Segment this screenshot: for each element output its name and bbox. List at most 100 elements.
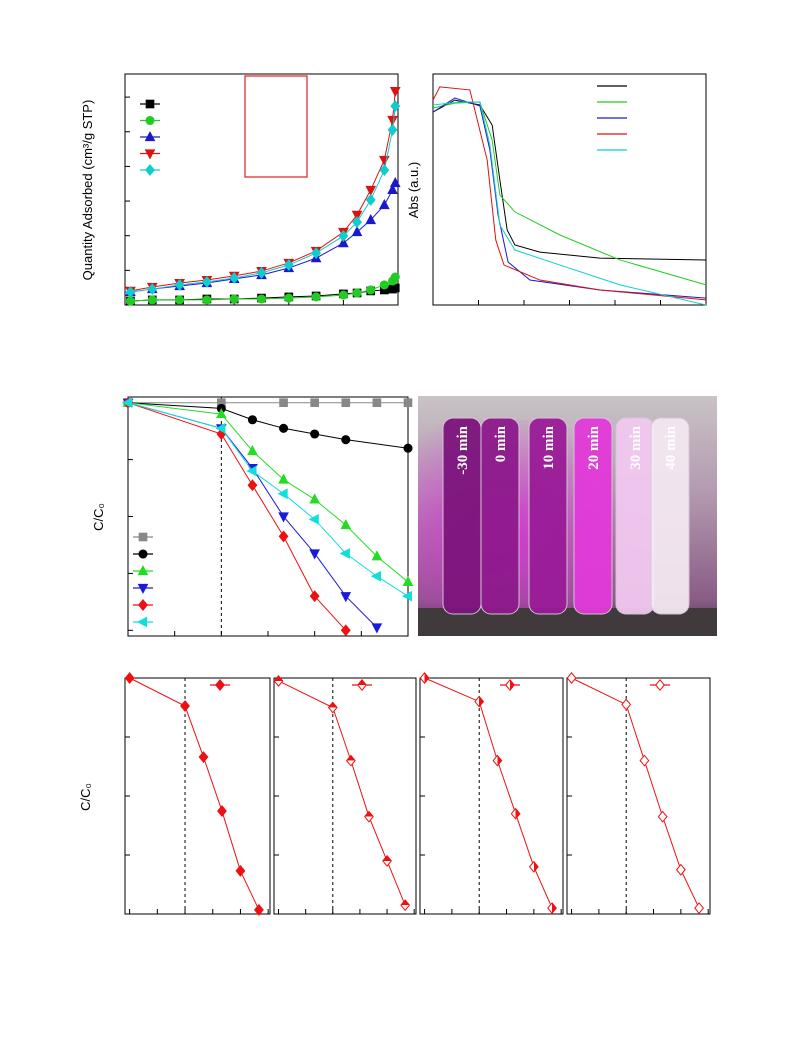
marker xyxy=(279,423,289,433)
marker xyxy=(216,408,227,419)
marker xyxy=(310,429,320,439)
y-axis-label: Abs (a.u.) xyxy=(406,162,421,218)
marker xyxy=(246,465,257,477)
marker xyxy=(657,810,668,823)
tube xyxy=(528,417,568,615)
marker xyxy=(198,751,209,764)
marker xyxy=(566,672,577,684)
series-line xyxy=(432,101,707,286)
marker xyxy=(144,149,156,160)
marker xyxy=(382,854,392,867)
marker xyxy=(174,278,185,291)
tube xyxy=(650,417,690,615)
marker xyxy=(379,164,390,177)
marker xyxy=(371,550,383,561)
marker xyxy=(339,548,350,559)
tube-label: 40 min xyxy=(663,425,679,469)
marker xyxy=(284,293,294,303)
marker xyxy=(138,549,148,559)
marker xyxy=(201,275,212,288)
marker xyxy=(370,570,381,582)
marker xyxy=(505,679,515,691)
marker xyxy=(229,294,239,304)
y-axis-label: C/C₀ xyxy=(78,783,93,811)
marker xyxy=(547,902,557,915)
marker xyxy=(403,398,413,408)
marker xyxy=(310,398,319,408)
marker xyxy=(124,672,135,684)
marker xyxy=(474,695,485,708)
marker xyxy=(351,210,363,221)
marker xyxy=(402,575,414,587)
plot-frame xyxy=(432,73,707,306)
marker xyxy=(121,397,133,409)
marker xyxy=(144,130,156,142)
marker xyxy=(138,532,148,542)
marker xyxy=(229,272,240,284)
tube-label: -30 min xyxy=(455,425,471,474)
tube-label: 30 min xyxy=(628,425,644,469)
marker xyxy=(340,624,351,637)
marker xyxy=(247,479,258,492)
tube-label: 10 min xyxy=(541,425,557,469)
tube xyxy=(480,417,520,615)
marker xyxy=(694,902,704,915)
marker xyxy=(390,100,401,113)
marker xyxy=(366,285,376,295)
marker xyxy=(175,295,185,305)
marker xyxy=(379,198,390,210)
marker xyxy=(277,488,288,500)
series-line xyxy=(127,402,347,631)
plot-frame xyxy=(419,677,564,915)
series-line xyxy=(129,677,260,911)
marker xyxy=(340,519,352,530)
marker xyxy=(357,679,367,691)
marker xyxy=(256,266,267,279)
marker xyxy=(247,445,258,456)
marker xyxy=(510,807,521,820)
y-axis-label: C/C₀ xyxy=(91,503,106,531)
marker xyxy=(387,123,398,136)
marker xyxy=(137,583,149,595)
series-line xyxy=(571,677,700,909)
marker xyxy=(345,754,356,767)
marker xyxy=(365,193,376,206)
series-line xyxy=(278,680,406,906)
marker xyxy=(675,863,686,876)
highlight-box xyxy=(244,75,308,178)
marker xyxy=(401,590,413,602)
marker xyxy=(387,115,398,126)
series-line xyxy=(130,106,396,293)
marker xyxy=(379,155,390,166)
marker xyxy=(256,294,267,304)
marker xyxy=(217,805,227,818)
marker xyxy=(311,292,321,302)
marker xyxy=(283,259,294,271)
marker xyxy=(338,290,348,300)
marker xyxy=(309,493,320,504)
marker xyxy=(137,564,149,576)
series-line xyxy=(127,402,409,597)
marker xyxy=(145,99,155,109)
marker xyxy=(253,903,264,916)
marker xyxy=(308,514,319,525)
marker xyxy=(125,296,136,306)
marker xyxy=(145,115,155,126)
marker xyxy=(338,229,349,242)
marker xyxy=(655,679,665,691)
tube xyxy=(573,417,613,615)
series-line xyxy=(432,99,707,261)
marker xyxy=(387,183,398,195)
marker xyxy=(403,443,413,453)
series-line xyxy=(432,97,707,299)
marker xyxy=(180,700,190,712)
marker xyxy=(371,623,383,634)
marker xyxy=(202,295,212,305)
marker xyxy=(278,473,289,484)
marker xyxy=(365,213,377,225)
marker xyxy=(147,295,157,305)
series-line xyxy=(424,677,553,909)
marker xyxy=(352,288,362,298)
marker xyxy=(136,616,148,628)
series-line xyxy=(127,402,378,628)
